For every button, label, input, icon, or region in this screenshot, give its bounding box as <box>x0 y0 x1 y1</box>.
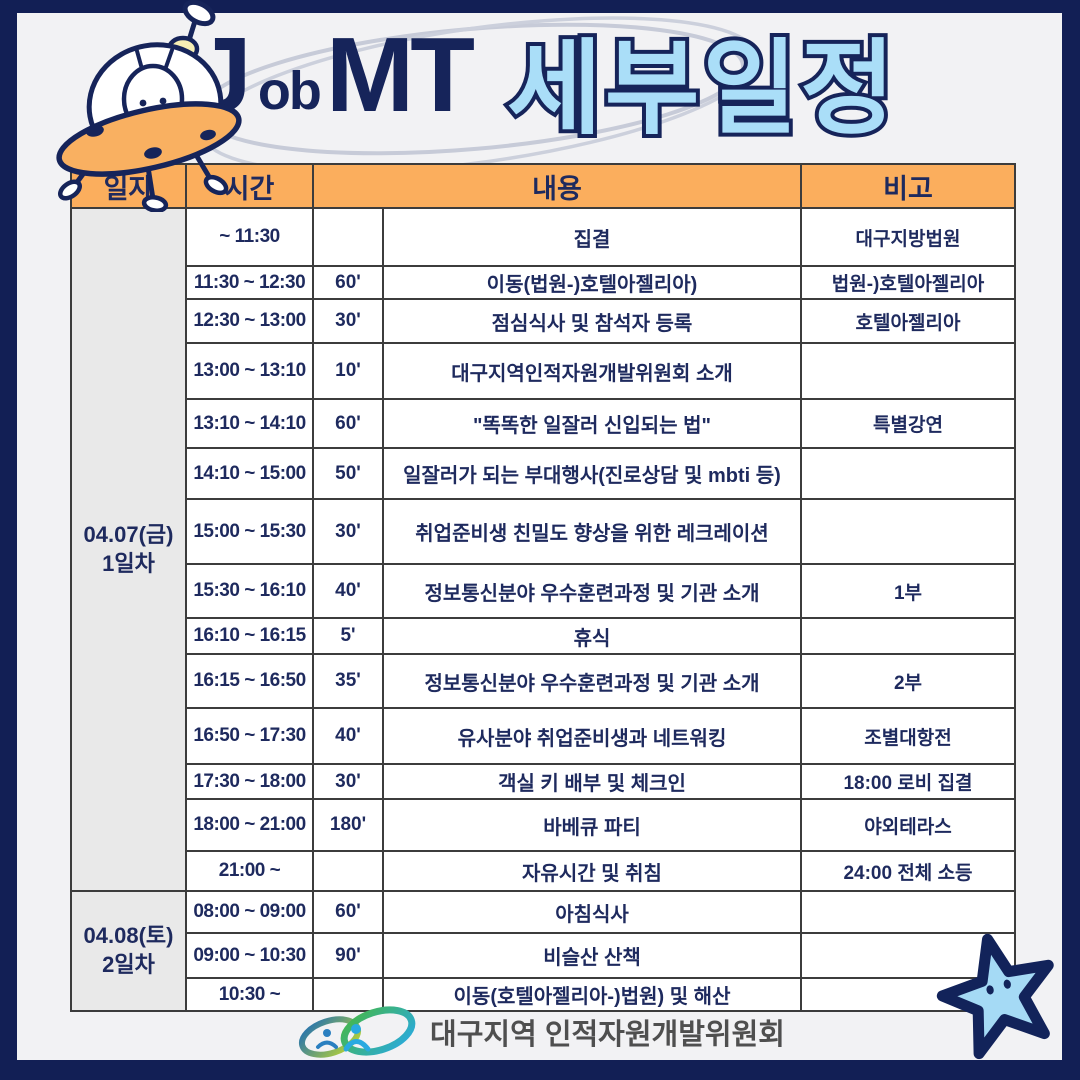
content-cell: 일잘러가 되는 부대행사(진로상담 및 mbti 등) <box>382 447 802 500</box>
table-row: 18:00 ~ 21:00 180' 바베큐 파티 야외테라스 <box>71 798 1016 852</box>
table-row: 15:30 ~ 16:10 40' 정보통신분야 우수훈련과정 및 기관 소개 1부 <box>71 563 1016 619</box>
remark-cell: 18:00 로비 집결 <box>800 763 1016 800</box>
time-cell: ~ 11:30 <box>185 207 314 267</box>
remark-cell: 호텔아젤리아 <box>800 298 1016 344</box>
remark-cell <box>800 447 1016 500</box>
remark-cell: 특별강연 <box>800 398 1016 449</box>
content-cell: 휴식 <box>382 617 802 655</box>
time-cell: 16:10 ~ 16:15 <box>185 617 314 655</box>
schedule-table-body: 04.07(금) 1일차 ~ 11:30 집결 대구지방법원 11:30 ~ 12:30 6… <box>70 207 1016 1012</box>
day-cell: 04.08(토) 2일차 <box>70 890 187 1012</box>
title-subtitle: 세부일정 <box>503 30 899 146</box>
title-logo-ob: ob <box>257 60 322 121</box>
page-background: J ob MT 세부일정 <box>17 0 1062 1060</box>
duration-cell <box>312 977 384 1012</box>
duration-cell: 40' <box>312 707 384 765</box>
duration-cell: 30' <box>312 298 384 344</box>
org-name: 대구지역 인적자원개발위원회 <box>430 1019 785 1051</box>
content-cell: 객실 키 배부 및 체크인 <box>382 763 802 800</box>
content-cell: 유사분야 취업준비생과 네트워킹 <box>382 707 802 765</box>
content-cell: "똑똑한 일잘러 신입되는 법" <box>382 398 802 449</box>
table-row: 13:10 ~ 14:10 60' "똑똑한 일잘러 신입되는 법" 특별강연 <box>71 398 1016 449</box>
time-cell: 10:30 ~ <box>185 977 314 1012</box>
time-cell: 09:00 ~ 10:30 <box>185 932 314 979</box>
content-cell: 자유시간 및 취침 <box>382 850 802 892</box>
table-row: 14:10 ~ 15:00 50' 일잘러가 되는 부대행사(진로상담 및 mbti… <box>71 447 1016 500</box>
time-cell: 12:30 ~ 13:00 <box>185 298 314 344</box>
duration-cell: 30' <box>312 498 384 565</box>
remark-cell: 조별대항전 <box>800 707 1016 765</box>
content-cell: 점심식사 및 참석자 등록 <box>382 298 802 344</box>
remark-cell <box>800 890 1016 934</box>
table-row: 15:00 ~ 15:30 30' 취업준비생 친밀도 향상을 위한 레크레이션 <box>71 498 1016 565</box>
time-cell: 13:00 ~ 13:10 <box>185 342 314 400</box>
content-cell: 아침식사 <box>382 890 802 934</box>
duration-cell: 5' <box>312 617 384 655</box>
table-row: 17:30 ~ 18:00 30' 객실 키 배부 및 체크인 18:00 로비 집결 <box>71 763 1016 800</box>
duration-cell: 10' <box>312 342 384 400</box>
duration-cell: 60' <box>312 398 384 449</box>
content-cell: 집결 <box>382 207 802 267</box>
table-row: 13:00 ~ 13:10 10' 대구지역인적자원개발위원회 소개 <box>71 342 1016 400</box>
ufo-icon <box>56 0 242 212</box>
time-cell: 15:00 ~ 15:30 <box>185 498 314 565</box>
time-cell: 08:00 ~ 09:00 <box>185 890 314 934</box>
duration-cell: 60' <box>312 265 384 300</box>
star-icon <box>936 933 1054 1060</box>
duration-cell: 180' <box>312 798 384 852</box>
remark-cell: 24:00 전체 소등 <box>800 850 1016 892</box>
table-row: 21:00 ~ 자유시간 및 취침 24:00 전체 소등 <box>71 850 1016 892</box>
day-cell: 04.07(금) 1일차 <box>70 207 187 892</box>
content-cell: 이동(법원-)호텔아젤리아) <box>382 265 802 300</box>
remark-cell <box>800 617 1016 655</box>
duration-cell: 30' <box>312 763 384 800</box>
duration-cell <box>312 850 384 892</box>
remark-cell <box>800 498 1016 565</box>
time-cell: 21:00 ~ <box>185 850 314 892</box>
table-row: 04.07(금) 1일차 ~ 11:30 집결 대구지방법원 <box>70 207 1016 892</box>
remark-cell <box>800 342 1016 400</box>
header-content: 내용 <box>312 163 802 209</box>
table-row: 16:15 ~ 16:50 35' 정보통신분야 우수훈련과정 및 기관 소개 2부 <box>71 653 1016 709</box>
content-cell: 대구지역인적자원개발위원회 소개 <box>382 342 802 400</box>
time-cell: 11:30 ~ 12:30 <box>185 265 314 300</box>
content-cell: 취업준비생 친밀도 향상을 위한 레크레이션 <box>382 498 802 565</box>
remark-cell: 대구지방법원 <box>800 207 1016 267</box>
table-row: 04.08(토) 2일차 08:00 ~ 09:00 60' 아침식사 <box>70 890 1016 1012</box>
time-cell: 16:15 ~ 16:50 <box>185 653 314 709</box>
table-row: 16:50 ~ 17:30 40' 유사분야 취업준비생과 네트워킹 조별대항전 <box>71 707 1016 765</box>
duration-cell: 60' <box>312 890 384 934</box>
time-cell: 14:10 ~ 15:00 <box>185 447 314 500</box>
schedule-table: 일자 시간 내용 비고 04.07(금) 1일차 ~ 11:30 집결 대구지방법원 11… <box>70 163 1016 1012</box>
time-cell: 16:50 ~ 17:30 <box>185 707 314 765</box>
content-cell: 정보통신분야 우수훈련과정 및 기관 소개 <box>382 563 802 619</box>
remark-cell: 2부 <box>800 653 1016 709</box>
duration-cell: 35' <box>312 653 384 709</box>
table-row: 16:10 ~ 16:15 5' 휴식 <box>71 617 1016 655</box>
duration-cell: 90' <box>312 932 384 979</box>
remark-cell: 법원-)호텔아젤리아 <box>800 265 1016 300</box>
time-cell: 15:30 ~ 16:10 <box>185 563 314 619</box>
remark-cell: 1부 <box>800 563 1016 619</box>
content-cell: 비슬산 산책 <box>382 932 802 979</box>
table-row: 10:30 ~ 이동(호텔아젤리아-)법원) 및 해산 <box>71 977 1016 1012</box>
content-cell: 바베큐 파티 <box>382 798 802 852</box>
duration-cell: 40' <box>312 563 384 619</box>
time-cell: 17:30 ~ 18:00 <box>185 763 314 800</box>
remark-cell: 야외테라스 <box>800 798 1016 852</box>
table-row: 12:30 ~ 13:00 30' 점심식사 및 참석자 등록 호텔아젤리아 <box>71 298 1016 344</box>
table-row: 11:30 ~ 12:30 60' 이동(법원-)호텔아젤리아) 법원-)호텔아젤리아 <box>71 265 1016 300</box>
org-logo-icon <box>299 1006 416 1058</box>
duration-cell: 50' <box>312 447 384 500</box>
time-cell: 18:00 ~ 21:00 <box>185 798 314 852</box>
duration-cell <box>312 207 384 267</box>
footer: 대구지역 인적자원개발위원회 <box>17 1006 1062 1058</box>
time-cell: 13:10 ~ 14:10 <box>185 398 314 449</box>
content-cell: 이동(호텔아젤리아-)법원) 및 해산 <box>382 977 802 1012</box>
content-cell: 정보통신분야 우수훈련과정 및 기관 소개 <box>382 653 802 709</box>
header-remark: 비고 <box>800 163 1016 209</box>
title-logo-mt: MT <box>325 16 475 134</box>
table-row: 09:00 ~ 10:30 90' 비슬산 산책 <box>71 932 1016 979</box>
